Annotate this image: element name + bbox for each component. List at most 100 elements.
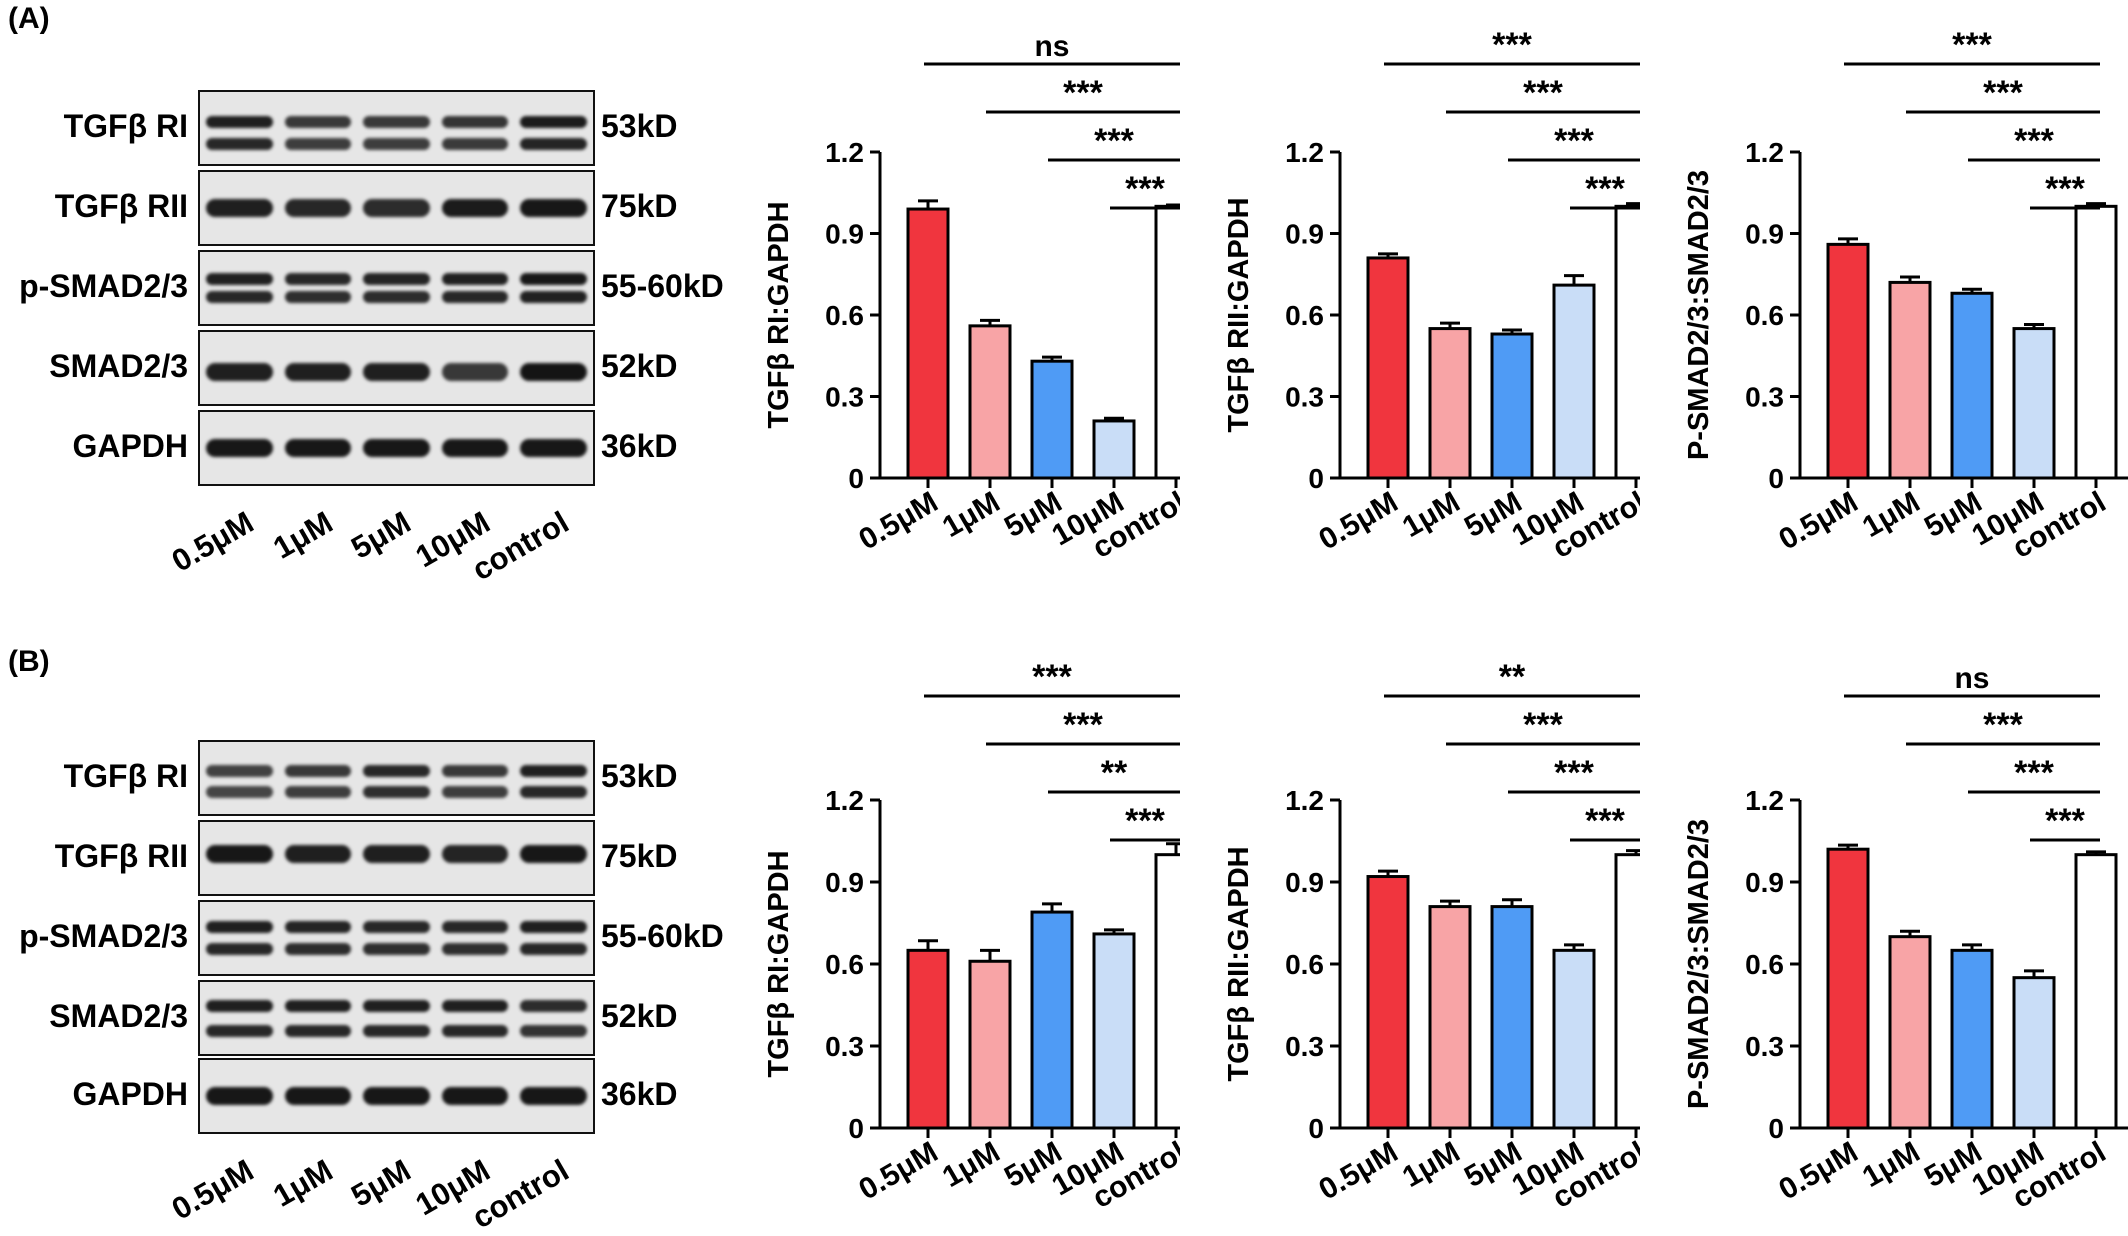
protein-band: [284, 942, 352, 955]
bar: [2074, 853, 2118, 1130]
significance-label: ***: [1554, 122, 1594, 160]
protein-band: [284, 764, 352, 777]
bar: [1490, 332, 1534, 480]
significance-label: ***: [2045, 802, 2085, 840]
protein-band: [520, 921, 587, 934]
lane-label: 0.5μM: [166, 1152, 260, 1227]
molecular-weight-label: 53kD: [601, 108, 678, 144]
blot-protein-label: GAPDH: [72, 1076, 188, 1112]
bar: [1826, 242, 1870, 480]
x-tick-label: 1μM: [1857, 1135, 1925, 1194]
protein-band: [520, 764, 587, 777]
protein-band: [363, 137, 430, 150]
protein-band: [441, 362, 509, 381]
blot-strip: [198, 250, 595, 326]
protein-band: [206, 290, 273, 303]
significance-label: **: [1101, 754, 1128, 792]
y-tick-label: 0.6: [825, 949, 864, 980]
bar: [1950, 948, 1994, 1130]
y-tick-label: 0: [848, 463, 864, 494]
protein-band: [363, 1024, 430, 1037]
bar: [906, 207, 950, 480]
y-tick-label: 0.3: [825, 1031, 864, 1062]
bar-chart-b2: TGFβ RII:GAPDH00.30.60.91.20.5μM1μM5μM10…: [1223, 658, 1640, 1215]
y-tick-label: 0: [1768, 1113, 1784, 1144]
bar-chart-b3: P-SMAD2/3:SMAD2/300.30.60.91.20.5μM1μM5μ…: [1683, 662, 2128, 1215]
blot-protein-label: SMAD2/3: [49, 348, 188, 384]
protein-band: [206, 273, 273, 286]
y-tick-label: 0: [1768, 463, 1784, 494]
bar: [1826, 847, 1870, 1130]
y-tick-label: 1.2: [1745, 137, 1784, 168]
bar-chart-b1: TGFβ RI:GAPDH00.30.60.91.20.5μM1μM5μM10μ…: [763, 658, 1180, 1215]
y-tick-label: 0.9: [1745, 867, 1784, 898]
lane-label: 5μM: [345, 504, 417, 566]
y-tick-label: 1.2: [1285, 785, 1324, 816]
significance-label: ***: [1125, 170, 1165, 208]
lane-label: 1μM: [267, 504, 339, 566]
blot-protein-label: TGFβ RII: [54, 188, 188, 224]
molecular-weight-label: 36kD: [601, 428, 678, 464]
y-tick-label: 0.9: [825, 867, 864, 898]
blot-strip: [198, 170, 595, 246]
bar: [1428, 905, 1472, 1130]
bar: [1154, 204, 1180, 480]
significance-label: ***: [2014, 122, 2054, 160]
lane-label: 5μM: [345, 1152, 417, 1214]
bar-chart-a1: TGFβ RI:GAPDH00.30.60.91.20.5μM1μM5μM10μ…: [763, 30, 1180, 565]
bar: [1366, 875, 1410, 1130]
protein-band: [206, 921, 273, 934]
blot-strip: [198, 900, 595, 976]
protein-band: [363, 942, 430, 955]
protein-band: [363, 290, 430, 303]
x-tick-label: 1μM: [937, 485, 1005, 544]
bar: [1490, 905, 1534, 1130]
protein-band: [206, 942, 273, 955]
protein-band: [363, 999, 430, 1012]
protein-band: [206, 116, 273, 129]
protein-band: [520, 1087, 587, 1105]
y-tick-label: 0.3: [825, 382, 864, 413]
x-tick-label: 0.5μM: [853, 485, 943, 556]
bar: [2012, 976, 2056, 1130]
protein-band: [206, 1024, 273, 1037]
significance-label: ***: [1523, 706, 1563, 744]
significance-label: ***: [1952, 26, 1992, 64]
blot-strip: [198, 740, 595, 816]
protein-band: [206, 137, 273, 150]
bar: [1428, 327, 1472, 480]
protein-band: [284, 999, 352, 1012]
protein-band: [520, 845, 587, 864]
bar: [1154, 853, 1180, 1130]
x-tick-label: 0.5μM: [853, 1135, 943, 1206]
molecular-weight-label: 75kD: [601, 838, 678, 874]
protein-band: [520, 1024, 587, 1037]
significance-label: ***: [1523, 74, 1563, 112]
significance-label: ***: [1983, 74, 2023, 112]
protein-band: [206, 999, 273, 1012]
protein-band: [206, 1087, 273, 1105]
bar: [1092, 932, 1136, 1130]
blot-strip: [198, 980, 595, 1056]
x-tick-label: 1μM: [937, 1135, 1005, 1194]
significance-label: ***: [1983, 706, 2023, 744]
blot-protein-label: TGFβ RI: [63, 758, 188, 794]
blot-strip: [198, 820, 595, 896]
blot-strip: [198, 330, 595, 406]
bar: [968, 959, 1012, 1130]
significance-label: ns: [1034, 30, 1069, 63]
y-tick-label: 0.3: [1745, 382, 1784, 413]
y-tick-label: 1.2: [825, 137, 864, 168]
protein-band: [441, 116, 509, 129]
lane-label: 1μM: [267, 1152, 339, 1214]
blot-strip: [198, 1058, 595, 1134]
protein-band: [206, 845, 273, 864]
significance-label: ***: [2014, 754, 2054, 792]
bar: [1552, 283, 1596, 480]
protein-band: [441, 199, 509, 217]
x-tick-label: 0.5μM: [1773, 485, 1863, 556]
blot-protein-label: TGFβ RII: [54, 838, 188, 874]
significance-label: ns: [1954, 662, 1989, 695]
blot-strip: [198, 410, 595, 486]
protein-band: [206, 439, 273, 457]
